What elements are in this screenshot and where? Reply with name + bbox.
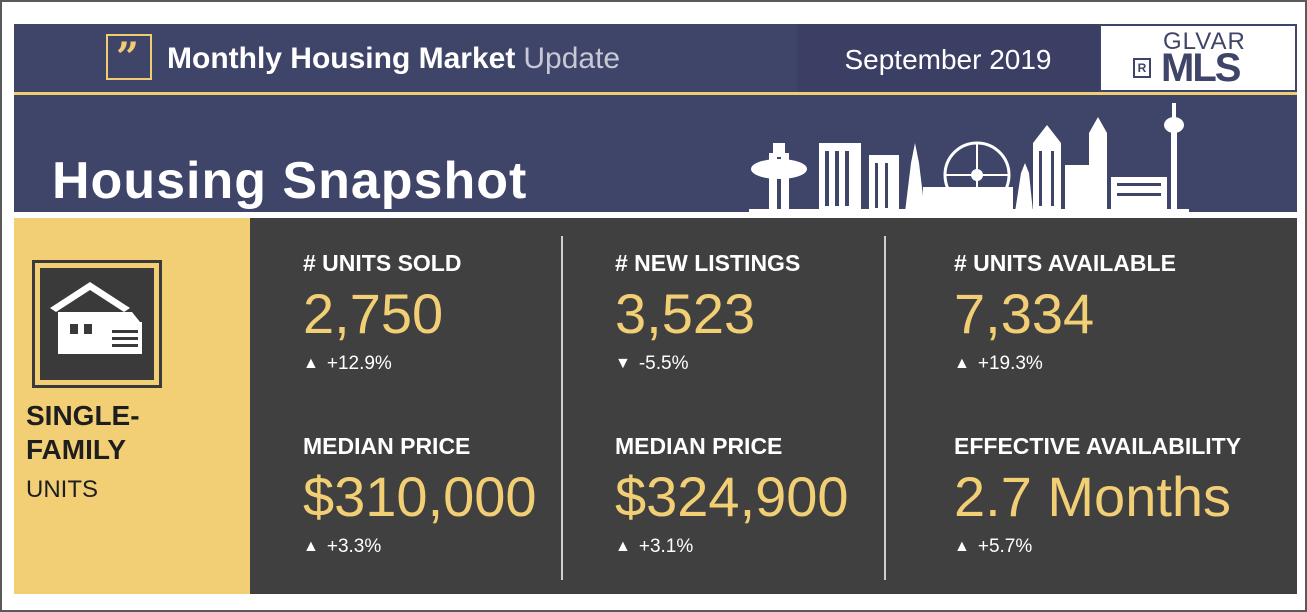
stat-value: 3,523 (615, 282, 756, 345)
stat-value: $310,000 (303, 465, 537, 528)
up-arrow-icon: ▲ (303, 355, 319, 372)
header-title-area: ” Monthly Housing Market Update (14, 24, 797, 92)
header-divider (14, 92, 1297, 95)
stat-value: 2.7 Months (954, 465, 1232, 528)
stat-change-value: +3.1% (638, 536, 694, 557)
banner-divider (14, 212, 1297, 218)
stat-change-value: +5.7% (977, 536, 1033, 557)
stat-change-value: -5.5% (638, 353, 689, 374)
stat-label: # UNITS AVAILABLE (954, 250, 1176, 276)
stat-units-sold: # UNITS SOLD 2,750 ▲ +12.9% (303, 250, 461, 375)
stat-label: MEDIAN PRICE (615, 433, 783, 459)
header-title-light: Update (523, 42, 621, 75)
column-divider (884, 236, 886, 580)
stat-value: 7,334 (954, 282, 1095, 345)
stat-change: ▲ +3.1% (615, 536, 849, 558)
logo-main-text: MLS (1161, 46, 1241, 90)
stat-change: ▲ +3.3% (303, 536, 537, 558)
up-arrow-icon: ▲ (954, 538, 970, 555)
up-arrow-icon: ▲ (615, 538, 631, 555)
stat-label: MEDIAN PRICE (303, 433, 471, 459)
stat-label: # NEW LISTINGS (615, 250, 801, 276)
stat-value: $324,900 (615, 465, 849, 528)
stat-change: ▲ +19.3% (954, 353, 1176, 375)
stat-new-listings: # NEW LISTINGS 3,523 ▼ -5.5% (615, 250, 800, 375)
date-box: September 2019 (797, 24, 1099, 92)
stat-effective-availability: EFFECTIVE AVAILABILITY 2.7 Months ▲ +5.7% (954, 433, 1241, 558)
stat-change-value: +3.3% (326, 536, 382, 557)
glvar-mls-logo: R GLVAR MLS (1099, 24, 1297, 92)
stat-label: # UNITS SOLD (303, 250, 462, 276)
stat-change-value: +19.3% (977, 353, 1043, 374)
house-icon-graphic (50, 282, 142, 354)
stat-median-price-sold: MEDIAN PRICE $310,000 ▲ +3.3% (303, 433, 537, 558)
stat-change: ▲ +5.7% (954, 536, 1241, 558)
header-title: Monthly Housing Market Update (167, 42, 620, 76)
skyline-icon (749, 103, 1189, 212)
stat-change-value: +12.9% (326, 353, 392, 374)
banner-title: Housing Snapshot (52, 152, 528, 210)
stat-change: ▲ +12.9% (303, 353, 461, 375)
category-panel: SINGLE- FAMILY UNITS (14, 218, 250, 594)
stat-median-price-listings: MEDIAN PRICE $324,900 ▲ +3.1% (615, 433, 849, 558)
logo-top-text: GLVAR (1163, 28, 1246, 55)
report-date: September 2019 (844, 44, 1052, 75)
house-icon-background (40, 268, 154, 380)
stats-panel: # UNITS SOLD 2,750 ▲ +12.9% # NEW LISTING… (250, 218, 1297, 594)
realtor-r-icon: R (1133, 58, 1151, 78)
snapshot-banner: Housing Snapshot (14, 95, 1297, 212)
up-arrow-icon: ▲ (303, 538, 319, 555)
stat-value: 2,750 (303, 282, 444, 345)
category-line-1: SINGLE- (26, 400, 140, 431)
quote-icon: ” (106, 34, 152, 80)
stat-label: EFFECTIVE AVAILABILITY (954, 433, 1242, 459)
down-arrow-icon: ▼ (615, 355, 631, 372)
header-title-bold: Monthly Housing Market (167, 42, 516, 75)
category-line-3: UNITS (26, 476, 98, 503)
house-icon (32, 260, 162, 388)
column-divider (561, 236, 563, 580)
stat-units-available: # UNITS AVAILABLE 7,334 ▲ +19.3% (954, 250, 1176, 375)
up-arrow-icon: ▲ (954, 355, 970, 372)
stat-change: ▼ -5.5% (615, 353, 800, 375)
header-bar: ” Monthly Housing Market Update September… (14, 24, 1297, 92)
category-line-2: FAMILY (26, 434, 127, 465)
